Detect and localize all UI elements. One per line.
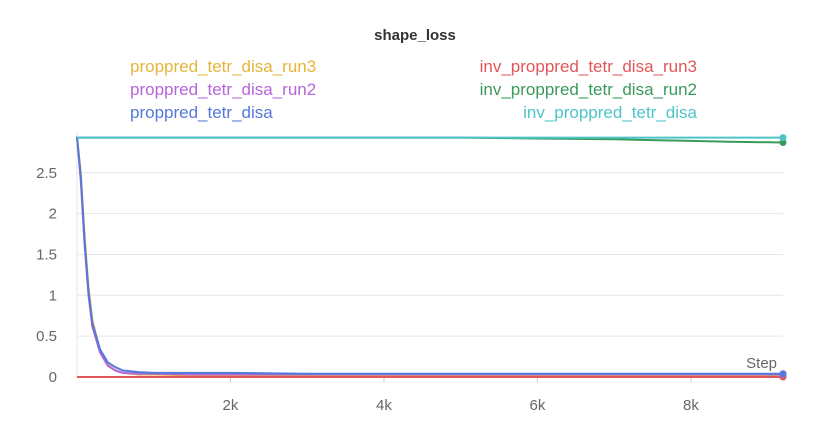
series-end-marker — [779, 370, 787, 378]
x-tick-label: 8k — [683, 397, 699, 414]
series-end-marker — [779, 139, 787, 147]
legend: proppred_tetr_disa_run3 inv_proppred_tetr… — [130, 57, 698, 122]
legend-item[interactable]: inv_proppred_tetr_disa_run2 — [480, 80, 697, 99]
x-tick-label: 4k — [376, 397, 392, 414]
y-tick-label: 1 — [49, 287, 57, 304]
chart-title: shape_loss — [374, 27, 456, 44]
legend-item[interactable]: inv_proppred_tetr_disa_run3 — [480, 57, 697, 76]
series-end-marker — [779, 134, 787, 142]
y-tick-label: 0 — [49, 369, 57, 386]
y-axis: 0 0.5 1 1.5 2 2.5 — [36, 165, 57, 386]
legend-item[interactable]: proppred_tetr_disa_run2 — [130, 80, 316, 99]
x-tick-label: 2k — [223, 397, 239, 414]
y-tick-label: 2 — [49, 206, 57, 223]
series-line — [76, 136, 783, 375]
x-tick-label: 6k — [530, 397, 546, 414]
y-tick-label: 0.5 — [36, 328, 57, 345]
x-axis: 2k 4k 6k 8k — [223, 377, 699, 414]
grid — [76, 132, 783, 378]
legend-item[interactable]: proppred_tetr_disa_run3 — [130, 57, 316, 76]
series-group — [76, 134, 787, 381]
y-tick-label: 1.5 — [36, 246, 57, 263]
legend-item[interactable]: proppred_tetr_disa — [130, 103, 273, 122]
x-axis-label: Step — [746, 355, 777, 372]
y-tick-label: 2.5 — [36, 165, 57, 182]
legend-item[interactable]: inv_proppred_tetr_disa — [523, 103, 697, 122]
